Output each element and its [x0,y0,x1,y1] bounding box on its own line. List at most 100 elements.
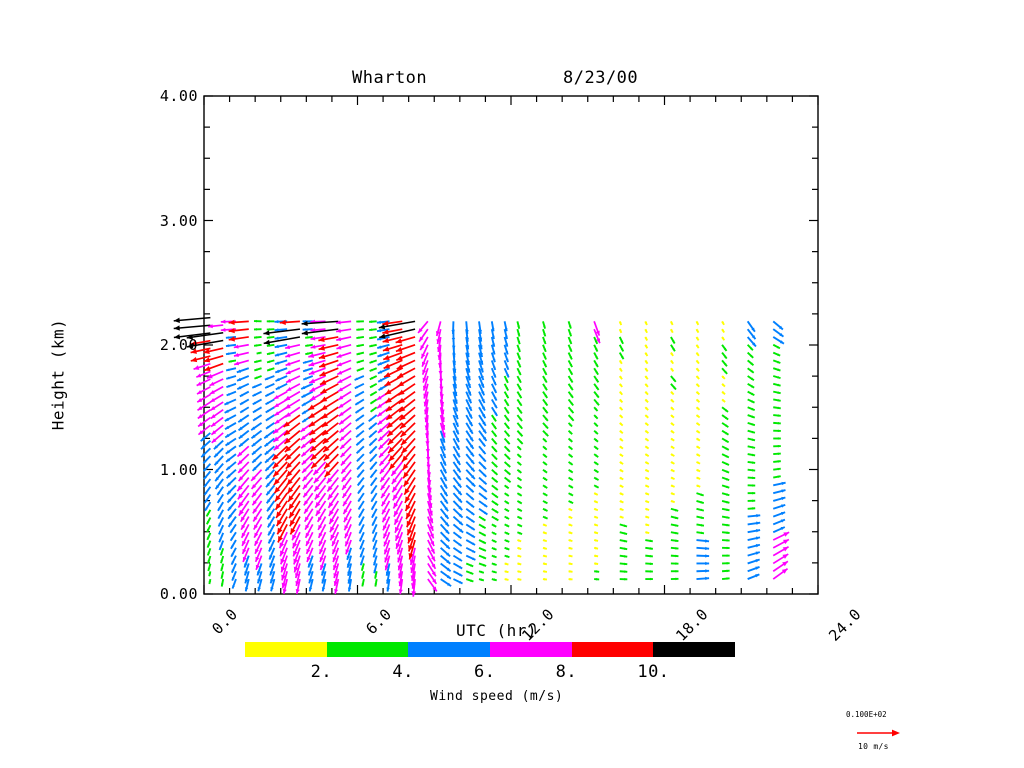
arrow-head [313,469,319,475]
arrow-head [308,571,312,576]
arrow-head [696,453,701,456]
wind-arrow [670,461,675,465]
arrow-head [459,573,463,577]
wind-arrow [398,398,416,413]
arrow-head [338,403,344,408]
arrow-head [281,582,287,589]
arrow-head [378,436,384,442]
wind-arrow [327,492,340,509]
wind-arrow [378,453,391,467]
wind-arrow [338,398,352,409]
arrow-head [673,386,676,390]
arrow-head [395,338,403,344]
arrow-head [506,547,510,550]
arrow-head [204,491,208,495]
wind-arrow [773,444,781,448]
arrow-head [209,390,215,395]
arrow-head [544,387,548,391]
arrow-head [321,579,325,584]
wind-arrow [370,500,378,511]
arrow-head [319,548,324,554]
arrow-head [394,518,399,525]
wind-arrow [452,492,463,504]
arrow-head [339,419,345,425]
wind-arrow [516,383,523,391]
wind-arrow [721,383,726,388]
wind-arrow [542,546,548,550]
wind-arrow [318,343,339,351]
wind-arrow [420,344,429,359]
wind-arrow [274,328,288,332]
wind-arrow [478,437,486,448]
wind-arrow [237,453,250,466]
arrow-head [471,542,476,545]
wind-arrow [267,531,276,544]
page-title: Wharton [352,68,428,88]
wind-arrow [568,577,573,581]
arrow-head [198,430,204,435]
wind-arrow [396,367,416,379]
wind-arrow [310,445,327,461]
arrow-head [756,528,761,533]
wind-arrow [427,547,436,562]
arrow-head [314,485,320,492]
wind-arrow [773,390,781,395]
arrow-head [329,526,335,533]
arrow-head [384,549,388,555]
wind-arrow [503,461,511,468]
wind-arrow [270,578,276,592]
arrow-head [206,513,210,517]
wind-arrow [285,351,301,358]
wind-arrow [236,367,250,374]
wind-arrow [568,515,573,519]
wind-arrow [407,524,416,544]
wind-arrow [371,524,378,535]
wind-arrow [354,406,365,414]
wind-arrow [394,516,404,534]
arrow-head [286,378,292,383]
arrow-head [446,575,451,579]
wind-arrow [274,351,288,357]
wind-arrow [542,321,546,329]
wind-arrow [403,469,416,487]
colorbar-tick-label: 2. [310,662,333,682]
wind-arrow [491,578,497,582]
arrow-head [336,320,341,325]
wind-arrow [722,554,730,557]
arrow-head [479,360,484,365]
wind-arrow [368,414,378,423]
arrow-head [594,415,598,419]
wind-arrow [357,484,365,495]
arrow-head [777,368,781,371]
wind-arrow [211,432,224,444]
arrow-head [321,421,329,427]
arrow-head [283,421,290,427]
wind-arrow [231,578,237,589]
arrow-head [241,524,246,530]
wind-arrow [568,484,574,489]
arrow-head [620,484,624,488]
wind-arrow [747,367,755,374]
arrow-head [670,414,674,418]
arrow-head [319,379,327,385]
arrow-head [493,448,497,452]
arrow-head [370,466,374,470]
wind-arrow [772,375,781,380]
arrow-head [751,335,756,340]
wind-arrow [542,391,549,399]
wind-arrow [395,336,416,344]
arrow-head [275,386,280,390]
wind-arrow [670,406,675,411]
arrow-head [505,493,509,496]
arrow-head [237,460,243,465]
wind-arrow [644,429,650,434]
arrow-head [303,377,307,380]
wind-arrow [314,492,327,509]
arrow-head [649,554,653,558]
wind-arrow [503,445,511,453]
arrow-head [359,530,363,534]
wind-arrow [252,406,263,414]
arrow-head [276,519,283,527]
arrow-head [518,546,522,550]
arrow-head [357,490,361,494]
